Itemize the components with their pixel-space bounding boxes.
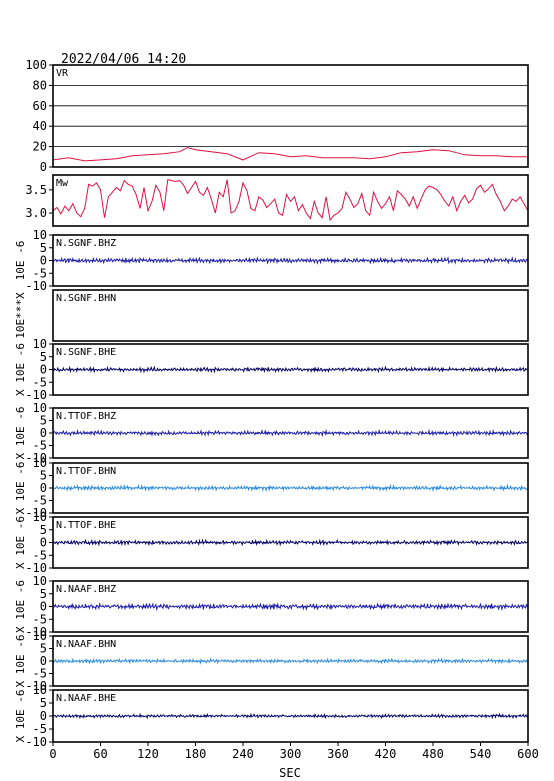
panel-label: N.NAAF.BHE: [56, 693, 116, 704]
series-trace: [52, 538, 529, 547]
panels: VR020406080100Mw3.03.5N.SGNF.BHZ-10-5051…: [14, 58, 539, 761]
panel-label: VR: [56, 68, 69, 79]
y-tick-label: 3.0: [25, 206, 47, 220]
series-trace: [52, 365, 529, 374]
y-tick-label: -10: [25, 561, 47, 575]
x-tick-label: 0: [49, 747, 56, 761]
x-tick-label: 180: [185, 747, 207, 761]
y-tick-label: 80: [33, 78, 47, 92]
y-axis-unit-label: 10E -6: [14, 241, 27, 281]
series-trace: [52, 602, 529, 612]
y-axis-unit-label: X 10E -6: [14, 580, 27, 633]
panel-frame: [52, 64, 529, 168]
x-tick-label: 360: [327, 747, 349, 761]
y-tick-label: -10: [25, 679, 47, 693]
x-tick-label: 240: [232, 747, 254, 761]
x-tick-label: 480: [422, 747, 444, 761]
y-tick-label: -5: [33, 375, 47, 389]
y-tick-label: -10: [25, 388, 47, 402]
y-tick-label: -10: [25, 735, 47, 749]
y-tick-label: 10: [33, 629, 47, 643]
y-tick-label: -5: [33, 439, 47, 453]
y-axis-unit-label: X 10E -6: [14, 635, 27, 688]
y-tick-label: 5: [40, 587, 47, 601]
y-tick-label: -10: [25, 451, 47, 465]
y-tick-label: 10: [33, 683, 47, 697]
y-tick-label: 0: [40, 363, 47, 377]
y-tick-label: 10: [33, 401, 47, 415]
y-tick-label: 60: [33, 99, 47, 113]
y-tick-label: -5: [33, 494, 47, 508]
y-tick-label: -5: [33, 722, 47, 736]
series-trace: [52, 428, 529, 438]
x-tick-label: 300: [280, 747, 302, 761]
series-trace: [52, 147, 528, 162]
y-tick-label: 10: [33, 228, 47, 242]
y-tick-label: -5: [33, 612, 47, 626]
y-tick-label: 0: [40, 160, 47, 174]
y-tick-label: 5: [40, 523, 47, 537]
y-tick-label: 5: [40, 469, 47, 483]
y-tick-label: 0: [40, 654, 47, 668]
x-tick-label: 420: [375, 747, 397, 761]
y-axis-unit-label: X 10E -6: [14, 407, 27, 460]
series-trace: [52, 712, 529, 720]
y-tick-label: -10: [25, 506, 47, 520]
y-tick-label: 0: [40, 254, 47, 268]
figure-datetime: 2022/04/06 14:20: [61, 52, 186, 67]
y-tick-label: -10: [25, 279, 47, 293]
x-tick-label: 540: [470, 747, 492, 761]
y-axis-unit-label: X 10E -6: [14, 462, 27, 515]
y-tick-label: 10: [33, 456, 47, 470]
y-tick-label: -5: [33, 667, 47, 681]
y-tick-label: 10: [33, 337, 47, 351]
y-axis-unit-label: X 10E -6: [14, 690, 27, 743]
y-tick-label: 5: [40, 414, 47, 428]
panel-label: Mw: [56, 178, 69, 189]
x-tick-label: 60: [93, 747, 107, 761]
y-tick-label: -5: [33, 266, 47, 280]
series-trace: [52, 178, 529, 222]
y-tick-label: -10: [25, 625, 47, 639]
y-tick-label: 5: [40, 350, 47, 364]
y-axis-unit-label: 10E***X: [14, 292, 27, 339]
panel-frame: [52, 174, 529, 227]
panel-label: N.SGNF.BHE: [56, 347, 116, 358]
y-axis-unit-label: X 10E -6: [14, 516, 27, 569]
y-tick-label: 3.5: [25, 183, 47, 197]
y-tick-label: 10: [33, 574, 47, 588]
series-trace: [52, 483, 529, 492]
y-tick-label: 40: [33, 119, 47, 133]
y-tick-label: 0: [40, 481, 47, 495]
y-tick-label: 5: [40, 241, 47, 255]
y-tick-label: 5: [40, 696, 47, 710]
panel-label: N.TTOF.BHN: [56, 466, 116, 477]
panel-label: N.TTOF.BHZ: [56, 411, 116, 422]
panel-label: N.SGNF.BHN: [56, 293, 116, 304]
y-tick-label: 0: [40, 426, 47, 440]
y-tick-label: -5: [33, 548, 47, 562]
y-tick-label: 10: [33, 510, 47, 524]
x-axis-label: SEC: [279, 766, 301, 780]
panel-label: N.TTOF.BHE: [56, 520, 116, 531]
y-tick-label: 0: [40, 600, 47, 614]
x-tick-label: 120: [137, 747, 159, 761]
y-tick-label: 20: [33, 140, 47, 154]
series-trace: [52, 657, 529, 665]
panel-label: N.NAAF.BHN: [56, 639, 116, 650]
panel-label: N.NAAF.BHZ: [56, 584, 116, 595]
y-tick-label: 0: [40, 536, 47, 550]
x-tick-label: 600: [517, 747, 539, 761]
series-trace: [52, 256, 529, 265]
y-tick-label: 5: [40, 642, 47, 656]
y-axis-unit-label: X 10E -6: [14, 343, 27, 396]
y-tick-label: 100: [25, 58, 47, 72]
y-tick-label: 0: [40, 709, 47, 723]
panel-frame: [52, 289, 529, 342]
panel-label: N.SGNF.BHZ: [56, 238, 116, 249]
